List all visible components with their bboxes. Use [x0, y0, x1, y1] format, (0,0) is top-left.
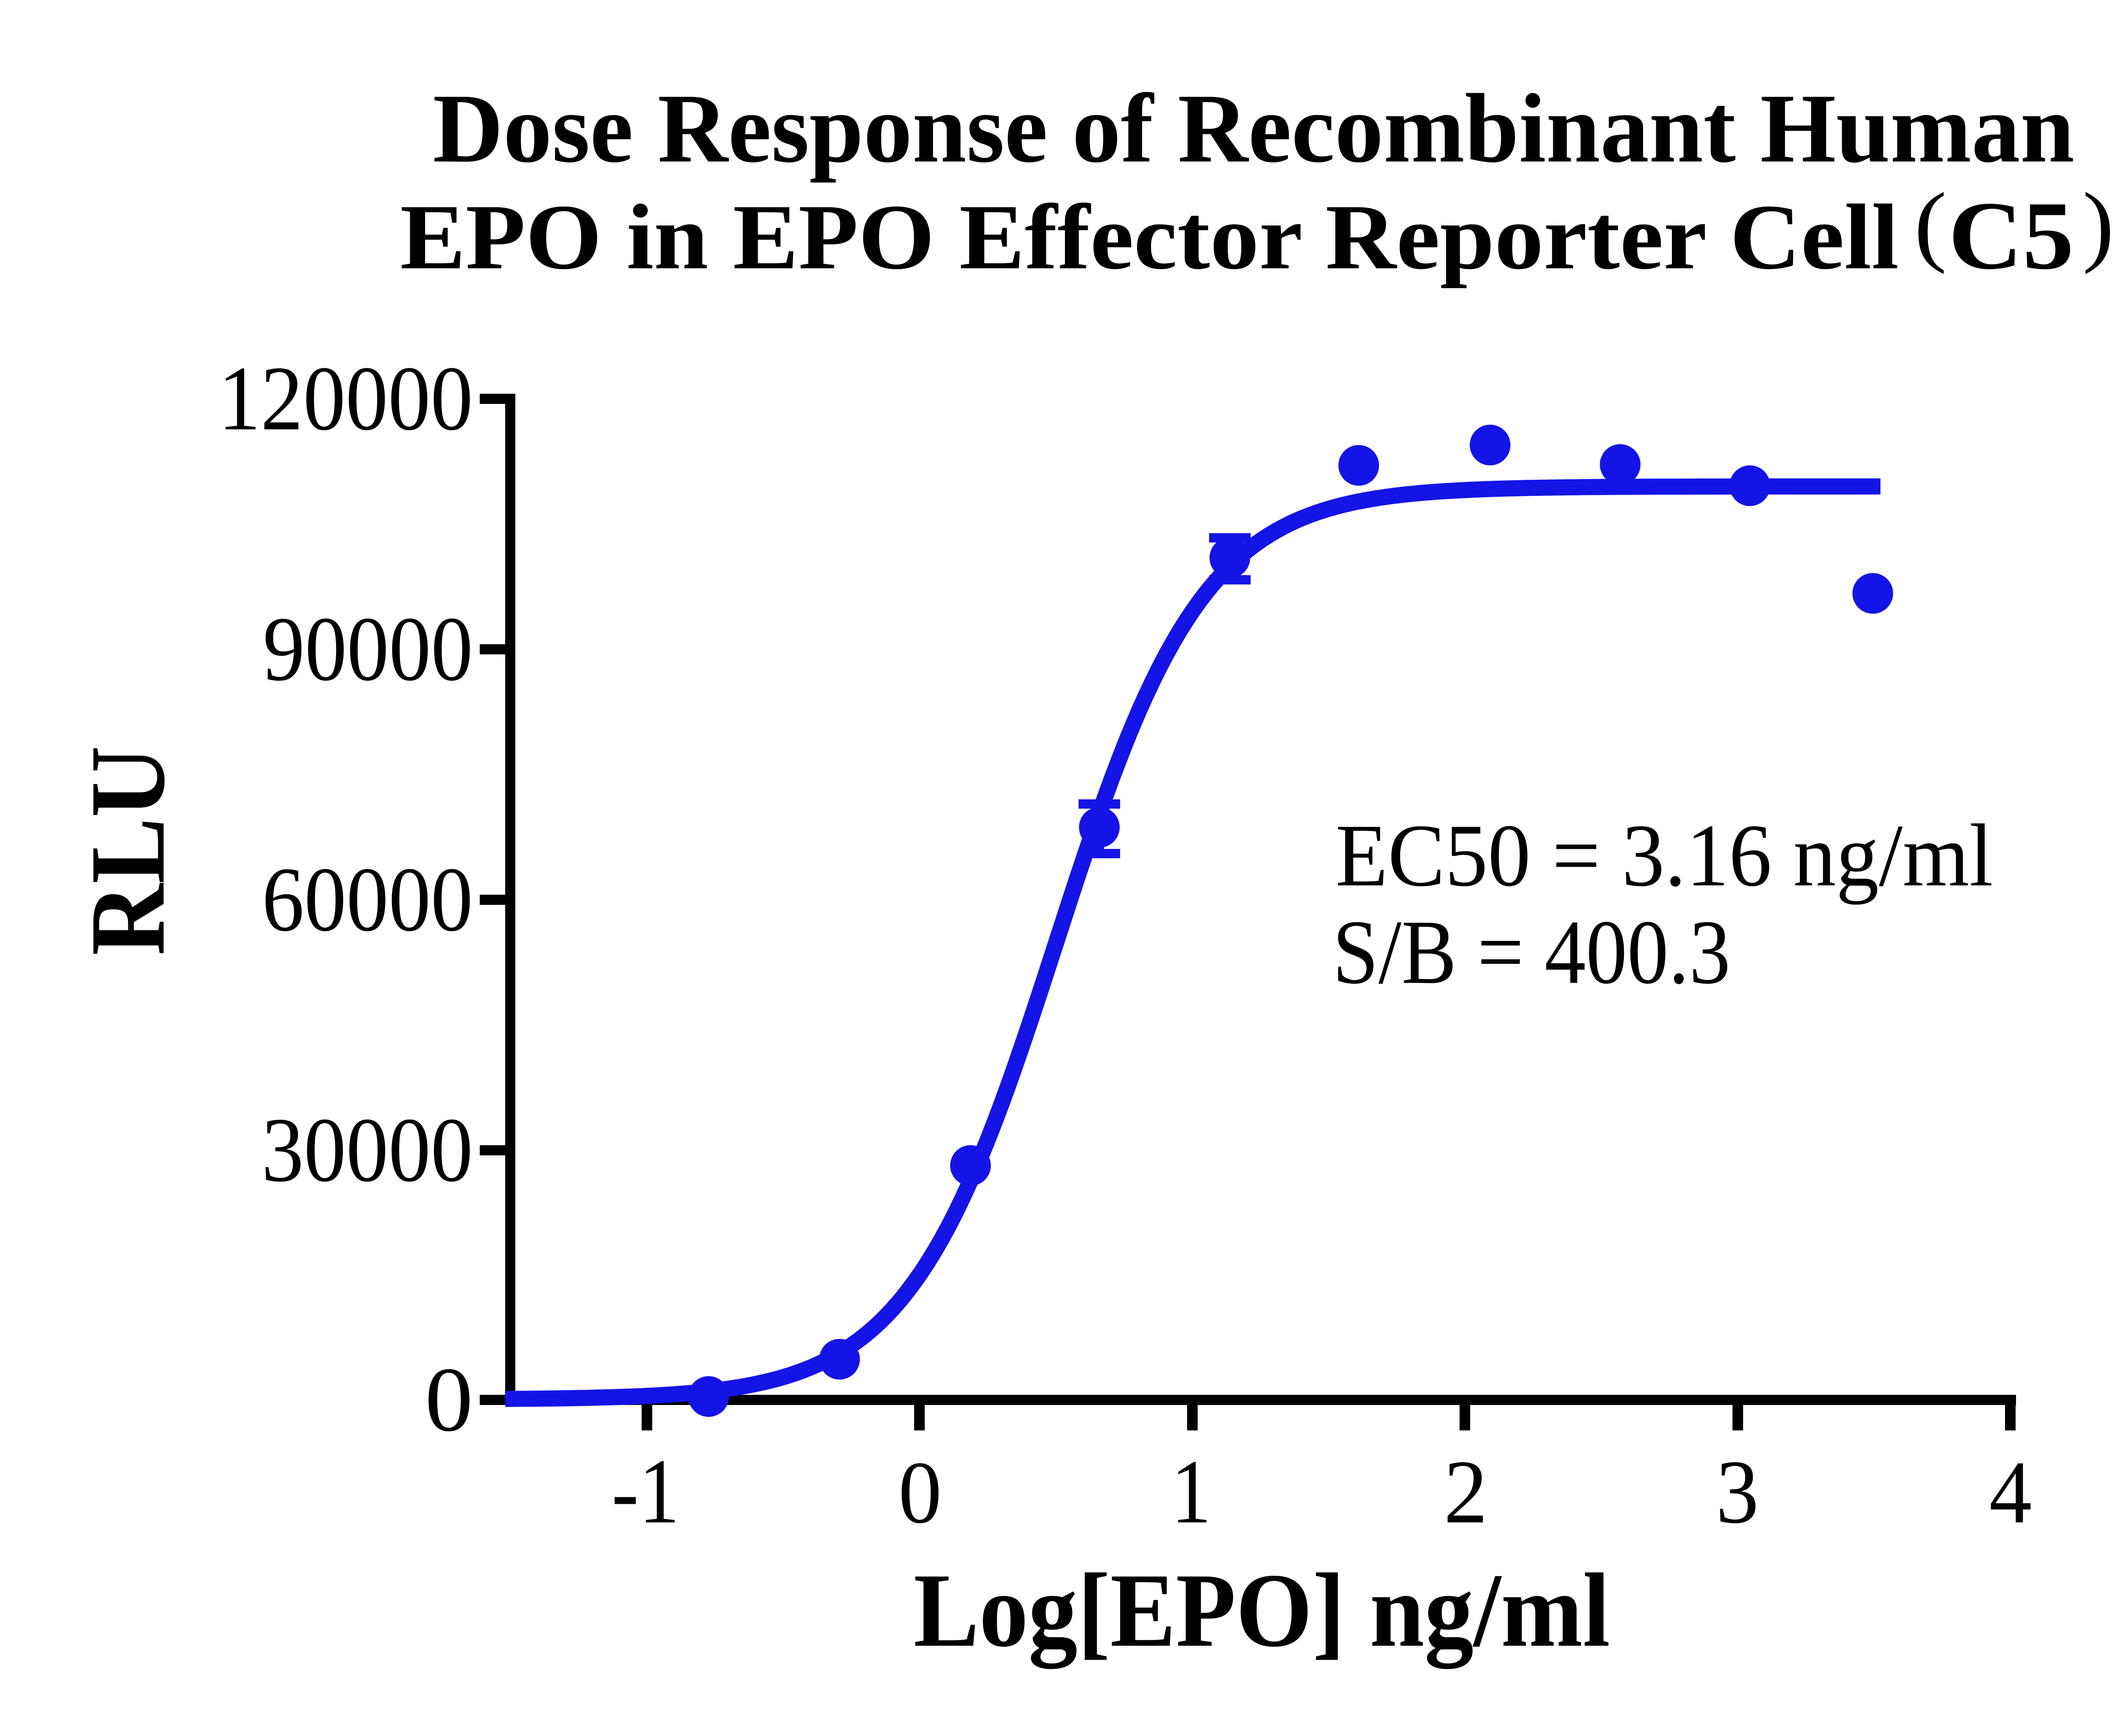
svg-text:0: 0 [425, 1349, 473, 1450]
svg-text:S/B = 400.3: S/B = 400.3 [1332, 901, 1730, 1003]
svg-text:2: 2 [1444, 1441, 1488, 1542]
svg-text:(: ( [1914, 174, 1947, 274]
svg-text:EPO in EPO Effector Reporter C: EPO in EPO Effector Reporter Cell [400, 185, 1899, 289]
svg-text:-1: -1 [612, 1439, 679, 1542]
svg-text:Log[EPO] ng/ml: Log[EPO] ng/ml [914, 1552, 1610, 1669]
svg-text:60000: 60000 [262, 849, 473, 951]
svg-text:4: 4 [1989, 1442, 2032, 1542]
svg-text:C5: C5 [1948, 182, 2074, 290]
svg-text:30000: 30000 [261, 1099, 473, 1201]
svg-text:1: 1 [1171, 1441, 1211, 1542]
svg-text:120000: 120000 [218, 348, 473, 450]
svg-text:Dose Response of Recombinant H: Dose Response of Recombinant Human [433, 74, 2075, 184]
svg-text:RLU: RLU [68, 746, 187, 956]
svg-text:3: 3 [1716, 1442, 1759, 1542]
svg-text:90000: 90000 [263, 598, 473, 700]
svg-text:EC50 = 3.16 ng/ml: EC50 = 3.16 ng/ml [1335, 806, 1993, 905]
svg-text:): ) [2083, 175, 2114, 275]
svg-text:0: 0 [898, 1443, 942, 1542]
